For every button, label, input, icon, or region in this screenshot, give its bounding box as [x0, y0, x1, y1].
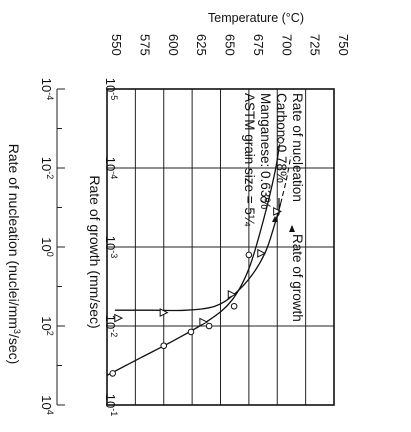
growth-point-3 — [227, 289, 237, 299]
nucleation-tick--4: 10-4 — [39, 78, 55, 100]
annotation-block: Rate of nucleation Carbon: 0.78% Mangane… — [242, 93, 305, 227]
growth-tick-exp: -5 — [109, 92, 119, 100]
temperature-tick-550: 550 — [109, 34, 124, 56]
growth-tick-base: 10 — [103, 157, 118, 171]
nucleation-tick-2: 102 — [39, 316, 55, 335]
temperature-tick-675: 675 — [251, 34, 266, 56]
nucleation-point-1 — [160, 342, 168, 350]
nucleation-tick-base: 10 — [39, 395, 54, 409]
data-markers — [109, 137, 284, 377]
annotation-line-2: Carbon: 0.78% — [274, 93, 289, 183]
nucleation-leader-line — [274, 198, 280, 221]
nucleation-tick-exp: 0 — [45, 252, 55, 257]
nucleation-tick-exp: 2 — [45, 331, 55, 336]
nucleation-axis-title-sup: 3 — [12, 329, 22, 334]
annotation-line-4: ASTM grain size = 5¼ — [242, 93, 257, 227]
temperature-tick-600: 600 — [166, 34, 181, 56]
nucleation-tick-base: 10 — [39, 237, 54, 251]
plot-frame — [106, 88, 335, 406]
temperature-tick-725: 725 — [308, 34, 323, 56]
nucleation-tick-base: 10 — [39, 316, 54, 330]
leader-arrows — [272, 198, 295, 232]
nucleation-tick-exp: -4 — [45, 92, 55, 100]
nucleation-tick-4: 104 — [39, 395, 55, 414]
growth-axis-title: Rate of growth (mm/sec) — [87, 175, 103, 328]
temperature-tick-750: 750 — [336, 34, 351, 56]
temperature-tick-650: 650 — [223, 34, 238, 56]
growth-arrowhead — [289, 225, 295, 232]
nucleation-tick-exp: 4 — [45, 410, 55, 415]
growth-point-0 — [114, 313, 124, 323]
nucleation-point-4 — [230, 302, 238, 310]
nucleation-point-7 — [277, 137, 284, 144]
nucleation-axis-title-end: /sec) — [6, 334, 22, 364]
nucleation-arrowhead — [272, 216, 278, 222]
nucleation-point-2 — [187, 328, 195, 336]
growth-tick--5: 10-5 — [103, 78, 119, 100]
nucleation-point-6 — [260, 196, 267, 203]
growth-curve-label: Rate of growth — [290, 234, 305, 322]
growth-point-4 — [257, 248, 267, 258]
temperature-tick-575: 575 — [137, 34, 152, 56]
nucleation-tick-base: 10 — [39, 157, 54, 171]
nucleation-curve — [106, 144, 281, 376]
nucleation-axis — [56, 88, 65, 406]
growth-point-2 — [199, 317, 209, 327]
growth-point-1 — [159, 308, 169, 317]
growth-tick-exp: -4 — [109, 171, 119, 179]
growth-tick-base: 10 — [103, 236, 118, 250]
nucleation-tick-base: 10 — [39, 78, 54, 92]
growth-curve-extrapolation — [280, 156, 292, 204]
nucleation-axis-title-main: Rate of nucleation (nuclei/mm — [6, 144, 22, 329]
growth-tick-base: 10 — [103, 78, 118, 92]
annotation-line-1: Rate of nucleation — [290, 93, 305, 202]
temperature-axis-title: Temperature (°C) — [208, 11, 304, 25]
growth-tick-exp: -2 — [109, 329, 119, 337]
nucleation-tick--2: 10-2 — [39, 157, 55, 179]
nucleation-tick-exp: -2 — [45, 171, 55, 179]
growth-tick--3: 10-3 — [103, 236, 119, 258]
nucleation-point-5 — [245, 251, 253, 259]
growth-tick--4: 10-4 — [103, 157, 119, 179]
annotation-line-3: Manganese: 0.63% — [258, 93, 273, 209]
temperature-tick-625: 625 — [194, 34, 209, 56]
temperature-tick-labels: 550 575 600 625 650 675 700 725 750 — [109, 34, 351, 56]
growth-label-group: Rate of growth — [290, 234, 305, 322]
growth-tick-labels: 10-510-410-310-210-1 — [103, 78, 119, 416]
growth-point-5 — [273, 207, 282, 216]
nucleation-point-0 — [109, 370, 116, 377]
growth-tick-exp: -3 — [109, 250, 119, 258]
temperature-tick-700: 700 — [279, 34, 294, 56]
growth-tick-base: 10 — [103, 394, 118, 408]
nucleation-axis-title: Rate of nucleation (nuclei/mm3/sec) — [6, 144, 22, 365]
growth-tick--1: 10-1 — [103, 394, 119, 416]
nucleation-tick-0: 100 — [39, 237, 55, 256]
nucleation-point-3 — [205, 322, 213, 330]
growth-tick-exp: -1 — [109, 408, 119, 416]
